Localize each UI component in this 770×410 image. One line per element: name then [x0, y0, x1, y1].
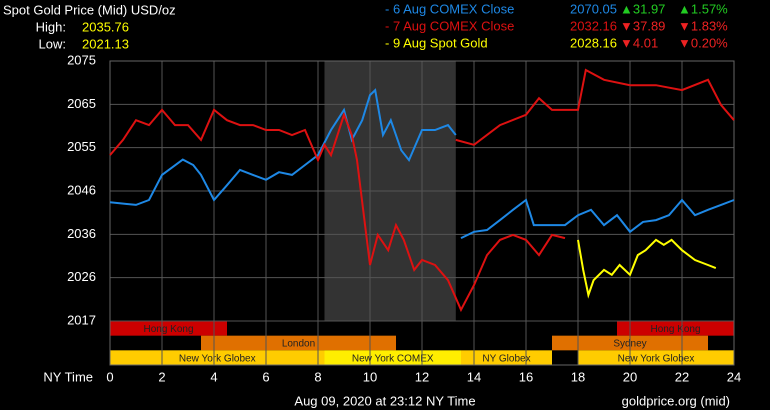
session-label: New York Globex: [618, 353, 695, 364]
legend-change: ▼37.89: [620, 18, 665, 33]
session-bar: [461, 350, 552, 365]
x-axis-label: NY Time: [43, 369, 93, 384]
high-value: 2035.76: [82, 19, 129, 34]
legend-change-pct: ▼0.20%: [678, 35, 728, 50]
session-label: NY Globex: [482, 353, 530, 364]
x-tick-label: 2: [158, 369, 165, 384]
legend-change-pct: ▲1.57%: [678, 1, 728, 16]
legend-label: - 7 Aug COMEX Close: [385, 18, 514, 33]
x-tick-label: 0: [106, 369, 113, 384]
x-tick-label: 6: [262, 369, 269, 384]
x-tick-label: 22: [675, 369, 689, 384]
footer: Aug 09, 2020 at 23:12 NY Time: [294, 393, 475, 408]
x-tick-label: 4: [210, 369, 217, 384]
session-bar: [201, 335, 396, 351]
y-tick-label: 2026: [67, 269, 96, 284]
legend-change: ▲31.97: [620, 1, 665, 16]
series-line: [577, 238, 717, 299]
x-tick-label: 14: [467, 369, 481, 384]
session-bar: [617, 321, 734, 336]
x-tick-label: 20: [623, 369, 637, 384]
session-label: New York COMEX: [352, 353, 434, 364]
legend-change-pct: ▼1.83%: [678, 18, 728, 33]
session-label: London: [282, 339, 315, 350]
legend-label: - 9 Aug Spot Gold: [385, 35, 488, 50]
y-tick-label: 2017: [67, 312, 96, 327]
x-tick-label: 24: [727, 369, 741, 384]
plot-frame: [109, 60, 735, 366]
low-label: Low:: [39, 36, 66, 51]
legend-change: ▼4.01: [620, 35, 658, 50]
session-bar: [110, 350, 325, 365]
chart-title: Spot Gold Price (Mid) USD/oz: [3, 2, 176, 17]
series-line: [109, 88, 735, 239]
session-label: Hong Kong: [143, 324, 193, 335]
legend-close: 2070.05: [570, 1, 617, 16]
series-line: [109, 68, 735, 313]
x-tick-label: 12: [415, 369, 429, 384]
session-bar: [324, 350, 461, 365]
high-label: High:: [36, 19, 66, 34]
y-tick-label: 2075: [67, 52, 96, 67]
session-label: New York Globex: [179, 353, 256, 364]
legend-close: 2032.16: [570, 18, 617, 33]
low-value: 2021.13: [82, 36, 129, 51]
y-tick-label: 2055: [67, 139, 96, 154]
y-tick-label: 2046: [67, 182, 96, 197]
session-bar: [578, 350, 734, 365]
source: goldprice.org (mid): [622, 393, 730, 408]
x-tick-label: 18: [571, 369, 585, 384]
x-tick-label: 16: [519, 369, 533, 384]
session-label: Hong Kong: [650, 324, 700, 335]
session-bar: [110, 321, 227, 336]
x-tick-label: 10: [363, 369, 377, 384]
legend-label: - 6 Aug COMEX Close: [385, 1, 514, 16]
y-tick-label: 2065: [67, 96, 96, 111]
legend-close: 2028.16: [570, 35, 617, 50]
x-tick-label: 8: [314, 369, 321, 384]
y-tick-label: 2036: [67, 226, 96, 241]
